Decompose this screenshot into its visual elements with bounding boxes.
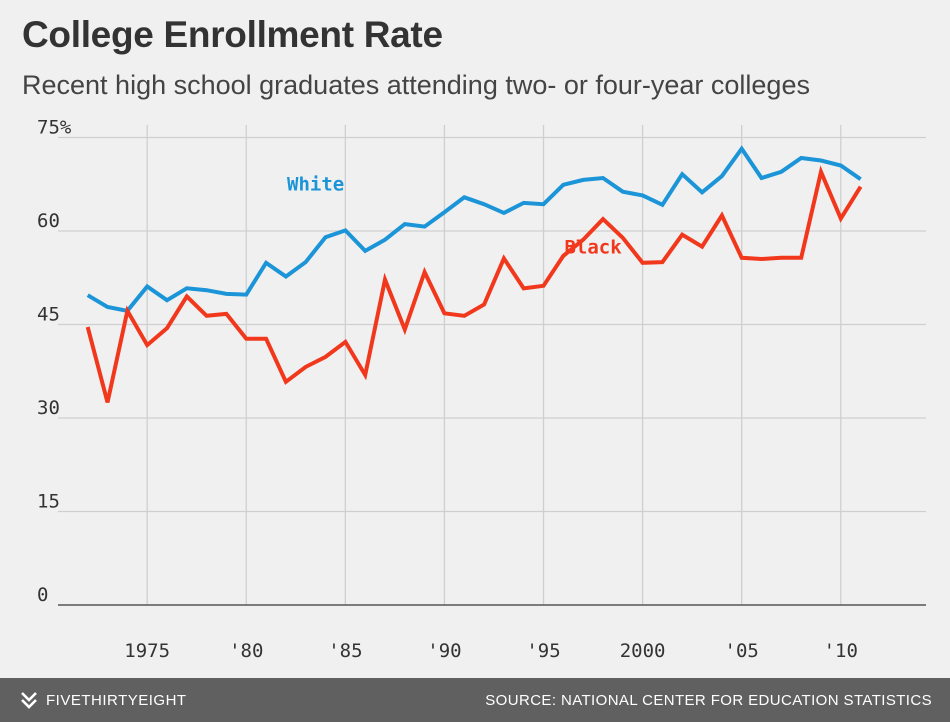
- brand-name: FIVETHIRTYEIGHT: [46, 691, 187, 709]
- series-label-white: White: [287, 173, 344, 195]
- x-tick-label: '10: [824, 640, 858, 662]
- series-line-white: [86, 145, 862, 313]
- source-note: SOURCE: NATIONAL CENTER FOR EDUCATION ST…: [485, 691, 932, 709]
- y-tick-label: 60: [37, 210, 60, 232]
- y-tick-label: 45: [37, 303, 60, 325]
- series-labels: White Black: [287, 173, 622, 258]
- x-tick-label: 1975: [124, 640, 170, 662]
- x-tick-labels: 1975 '80 '85 '90 '95 2000 '05 '10: [124, 640, 858, 662]
- fivethirtyeight-logo-icon: [21, 692, 37, 709]
- y-gridlines: [58, 136, 926, 513]
- chart-subtitle: Recent high school graduates attending t…: [22, 70, 810, 100]
- y-tick-labels: 0 15 30 45 60 75%: [37, 116, 72, 606]
- y-tick-label: 0: [37, 584, 48, 606]
- x-tick-label: '05: [725, 640, 759, 662]
- y-tick-label: 15: [37, 490, 60, 512]
- x-tick-label: '90: [427, 640, 461, 662]
- y-tick-label: 30: [37, 397, 60, 419]
- footer-bar: FIVETHIRTYEIGHT SOURCE: NATIONAL CENTER …: [0, 678, 950, 722]
- x-gridlines: [146, 125, 842, 605]
- series-label-black: Black: [564, 236, 622, 258]
- chart-title: College Enrollment Rate: [22, 14, 443, 55]
- x-tick-label: 2000: [620, 640, 666, 662]
- x-tick-label: '85: [328, 640, 362, 662]
- series-lines: [85, 145, 863, 403]
- y-tick-label: 75%: [37, 116, 72, 138]
- x-tick-label: '80: [229, 640, 263, 662]
- x-tick-label: '95: [526, 640, 560, 662]
- series-line-black: [85, 165, 863, 403]
- brand: FIVETHIRTYEIGHT: [20, 678, 187, 722]
